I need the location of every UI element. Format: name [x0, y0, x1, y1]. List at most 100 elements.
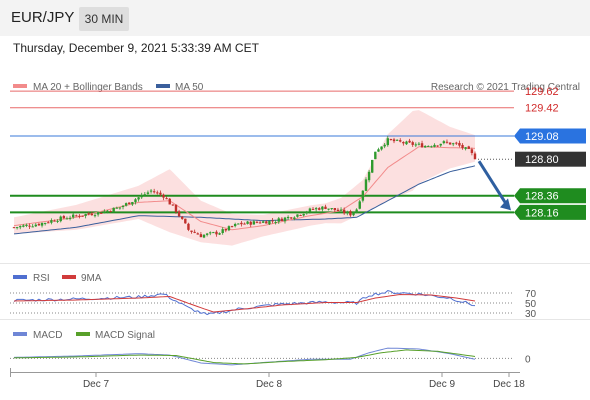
candle-body — [436, 145, 439, 147]
forecast-arrow-head — [500, 198, 511, 211]
candle-body — [103, 211, 106, 214]
last-price-tag — [515, 151, 586, 167]
candle-body — [290, 217, 293, 219]
candle-body — [152, 191, 156, 193]
bollinger-band — [14, 110, 475, 246]
candle-body — [128, 202, 131, 205]
macd-legend-label: MACD — [33, 330, 62, 341]
candle-body — [15, 227, 19, 229]
candle-body — [380, 146, 383, 150]
candle-body — [134, 199, 137, 203]
candle-body — [227, 226, 231, 231]
candle-body — [87, 213, 90, 215]
ma20-legend-label: MA 20 + Bollinger Bands — [33, 82, 143, 93]
candle-body — [308, 208, 312, 212]
candle-body — [184, 218, 187, 224]
candle-body — [240, 222, 243, 225]
rsi-level-label: 30 — [525, 309, 537, 320]
candle-body — [93, 215, 97, 217]
candle-body — [81, 215, 84, 217]
candle-body — [233, 223, 237, 227]
candle-body — [224, 229, 228, 231]
candle-body — [342, 209, 346, 214]
candle-body — [280, 218, 284, 221]
ma50-legend-label: MA 50 — [175, 82, 204, 93]
candle-body — [283, 217, 287, 222]
resistance-level-label: 129.62 — [525, 86, 559, 98]
candle-body — [221, 229, 224, 234]
candle-body — [177, 211, 181, 217]
candle-body — [50, 220, 53, 223]
candle-body — [305, 212, 308, 214]
candle-body — [364, 179, 368, 191]
candle-body — [321, 206, 324, 210]
copyright-label: Research © 2021 Trading Central — [431, 82, 580, 93]
timeframe-button[interactable]: 30 MIN — [79, 7, 129, 31]
ma20-legend-swatch — [13, 84, 27, 88]
candle-body — [371, 159, 374, 173]
candle-body — [181, 216, 184, 219]
candle-body — [402, 142, 405, 144]
candle-body — [90, 213, 94, 216]
rsi-ma-legend-swatch — [62, 275, 76, 279]
candle-body — [274, 222, 277, 224]
candle-body — [448, 142, 452, 145]
candle-body — [143, 194, 147, 196]
candle-body — [56, 220, 59, 222]
rsi-level-label: 70 — [525, 289, 537, 300]
candle-body — [84, 214, 87, 216]
candle-body — [165, 198, 168, 200]
candle-body — [473, 153, 477, 160]
candle-body — [140, 195, 143, 198]
candle-body — [464, 147, 467, 149]
candle-body — [65, 218, 69, 220]
candle-body — [439, 143, 442, 146]
candle-body — [115, 207, 118, 209]
candle-body — [199, 234, 203, 238]
rsi-legend-label: RSI — [33, 273, 50, 284]
candle-body — [423, 146, 427, 148]
candle-body — [171, 204, 175, 206]
candle-body — [146, 192, 150, 194]
candle-body — [19, 226, 22, 228]
candle-body — [25, 224, 28, 226]
candle-body — [330, 208, 333, 210]
candle-body — [302, 213, 305, 216]
candle-body — [455, 142, 458, 144]
candle-body — [190, 230, 193, 232]
candle-body — [327, 208, 330, 210]
candle-body — [324, 206, 327, 210]
rsi-legend-swatch — [13, 275, 27, 279]
candle-body — [237, 223, 240, 225]
candle-body — [277, 218, 280, 222]
candle-body — [268, 220, 271, 225]
candle-body — [430, 146, 433, 148]
macd-signal-legend-label: MACD Signal — [95, 330, 155, 341]
candle-body — [22, 225, 25, 227]
candle-body — [333, 208, 337, 211]
candle-body — [265, 221, 268, 224]
datetime-label: Thursday, December 9, 2021 5:33:39 AM CE… — [13, 41, 259, 55]
candle-body — [218, 233, 221, 235]
candle-body — [109, 210, 112, 212]
candle-body — [427, 145, 430, 147]
candle-body — [286, 216, 290, 219]
rsi-level-label: 50 — [525, 299, 537, 310]
candle-body — [346, 211, 349, 214]
rsi-ma-legend-label: 9MA — [81, 273, 102, 284]
candle-body — [31, 226, 34, 228]
support-level-tag — [514, 188, 586, 204]
candle-body — [377, 149, 380, 152]
candle-body — [417, 143, 421, 145]
candle-body — [168, 198, 171, 205]
candle-body — [156, 192, 159, 194]
candle-body — [433, 144, 436, 147]
candle-body — [442, 141, 446, 144]
candle-body — [212, 232, 215, 234]
support-level-tag — [514, 204, 586, 220]
candle-body — [470, 149, 474, 154]
candle-body — [187, 223, 190, 230]
candle-body — [196, 233, 199, 235]
candle-body — [361, 190, 365, 201]
candle-body — [386, 138, 389, 146]
